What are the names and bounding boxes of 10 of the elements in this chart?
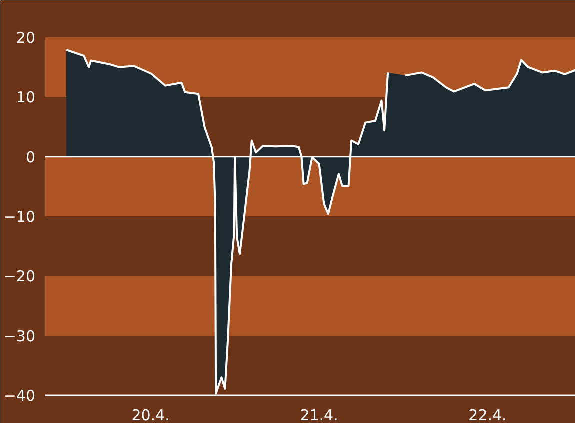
x-tick-label: 21.4. (300, 406, 338, 423)
y-tick-label: 10 (16, 88, 36, 107)
x-tick-label: 22.4. (468, 406, 507, 423)
y-tick-label: 20 (16, 28, 36, 47)
y-tick-label: −20 (4, 268, 36, 286)
x-tick-label: 20.4. (132, 406, 170, 423)
y-tick-label: −40 (4, 387, 36, 405)
y-tick-label: −10 (4, 208, 36, 226)
y-tick-label: 0 (26, 148, 36, 166)
y-tick-label: −30 (4, 327, 36, 346)
